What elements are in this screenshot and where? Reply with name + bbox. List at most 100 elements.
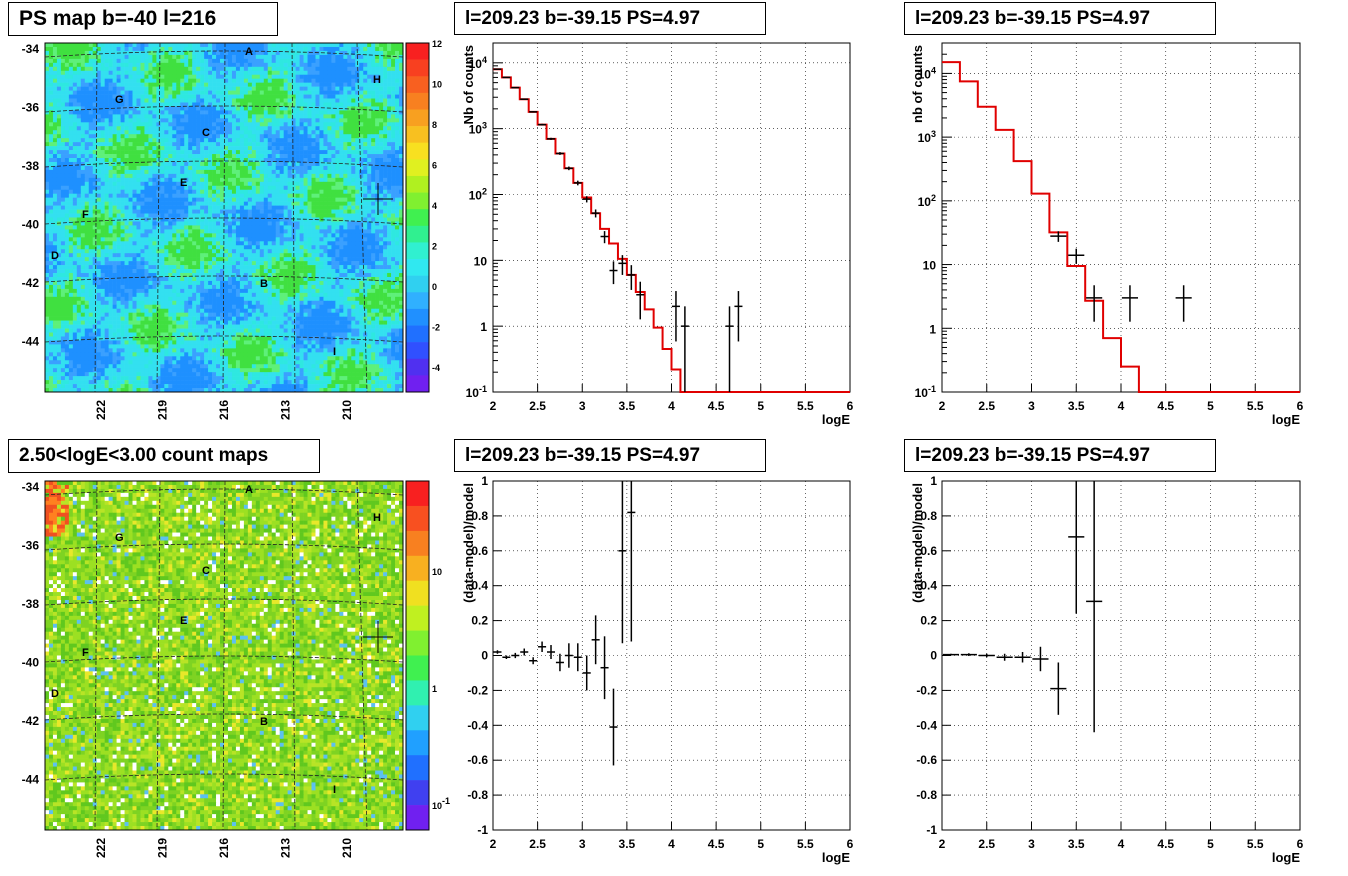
residual-x-tick-label: 3 (579, 837, 586, 851)
map-x-tick-label: 213 (279, 838, 293, 858)
data-point (627, 265, 636, 290)
residual-ticks (941, 480, 1301, 831)
colorbar-label: 4 (432, 201, 437, 211)
colorbar-label: 10-1 (432, 796, 450, 811)
map-y-tick-label: -42 (22, 276, 40, 290)
residual-x-tick-label: 3 (1028, 837, 1035, 851)
spectrum-x-tick-label: 2 (939, 399, 946, 413)
map-bottom-title: 2.50<logE<3.00 count maps (8, 439, 320, 473)
data-point (1068, 248, 1085, 264)
residual-x-tick-label: 3.5 (1068, 837, 1085, 851)
residual-point (609, 688, 618, 766)
spectrum-y-tick-label: 10 (923, 259, 937, 273)
source-label: I (333, 784, 336, 796)
residual-point (978, 653, 995, 658)
spectrum-ticks (492, 62, 851, 393)
spectrum-y-axis-title: Nb of counts (461, 45, 476, 124)
residual-y-tick-label: -0.2 (467, 683, 488, 697)
source-label: A (245, 484, 253, 496)
residual-y-tick-label: 0.2 (471, 614, 488, 628)
residual-point (1014, 652, 1031, 663)
residual-grid (941, 480, 1301, 831)
residual-y-tick-label: 1 (930, 474, 937, 488)
colorbar-label: 6 (432, 161, 437, 171)
spectrum-y-tick-label: 102 (918, 193, 936, 209)
residual-point (529, 657, 538, 665)
spectrum-panel-0: 2 2.5 3 3.5 4 4.5 5 5.5 610-1110102103104logENb … (461, 42, 854, 427)
residual-y-tick-label: -0.4 (467, 718, 488, 732)
data-point (502, 76, 511, 79)
data-point (725, 306, 734, 392)
data-point (520, 98, 529, 100)
residual-x-tick-label: 5.5 (797, 837, 814, 851)
residual-point (591, 615, 600, 665)
source-label: G (115, 532, 124, 544)
map-x-tick-label: 219 (156, 838, 170, 858)
map-y-tick-label: -38 (22, 159, 40, 173)
residual-y-tick-label: 0.8 (920, 509, 937, 523)
spectrum-x-tick-label: 4 (1118, 399, 1125, 413)
data-point (538, 123, 547, 126)
data-point (1121, 285, 1139, 322)
data-point (555, 152, 564, 155)
spectrum-panel-1: 2 2.5 3 3.5 4 4.5 5 5.5 610-1110102103104logEnb … (910, 42, 1304, 427)
map-top-title: PS map b=-40 l=216 (8, 2, 278, 36)
residual-point (511, 652, 520, 659)
colorbar-label: 1 (432, 684, 437, 694)
model-histogram (493, 68, 850, 393)
residual-y-tick-label: 0.6 (471, 544, 488, 558)
residual-x-tick-label: 5.5 (1247, 837, 1264, 851)
spectrum-y-tick-label: 10 (474, 254, 488, 268)
residual-x-tick-label: 2 (939, 837, 946, 851)
spectrum-x-tick-label: 2.5 (978, 399, 995, 413)
map-y-tick-label: -34 (22, 480, 40, 494)
residual-point (618, 481, 627, 644)
residual-point (1068, 481, 1085, 614)
residual-grid (492, 480, 851, 831)
data-point (564, 166, 573, 171)
model-histogram (942, 61, 1300, 393)
residual-x-tick-label: 3.5 (619, 837, 636, 851)
source-label: I (333, 346, 336, 358)
data-point (680, 306, 689, 392)
heatmap-grid (44, 480, 404, 831)
heatmap-frame (44, 42, 404, 393)
map-y-tick-label: -38 (22, 597, 40, 611)
map-y-tick-label: -40 (22, 656, 40, 670)
data-point (546, 137, 556, 140)
data-point (1086, 285, 1103, 322)
spectrum-x-tick-label: 2 (490, 399, 497, 413)
residual-x-tick-label: 2.5 (978, 837, 995, 851)
spectrum-x-tick-label: 3 (1028, 399, 1035, 413)
residual-right-title: l=209.23 b=-39.15 PS=4.97 (904, 439, 1216, 472)
residual-y-tick-label: -0.6 (916, 753, 937, 767)
spectrum-x-tick-label: 5 (757, 399, 764, 413)
spectrum-x-tick-label: 3.5 (619, 399, 636, 413)
residual-x-tick-label: 2 (490, 837, 497, 851)
map-y-tick-label: -44 (22, 335, 40, 349)
spectrum-x-tick-label: 6 (847, 399, 854, 413)
data-point (609, 261, 618, 285)
colorbar: 10 1 10-1 (405, 480, 450, 831)
source-label: D (51, 688, 59, 700)
spectrum-y-tick-label: 1 (480, 320, 487, 334)
residual-point (627, 481, 636, 642)
residual-x-tick-label: 5 (757, 837, 764, 851)
spectrum-y-tick-label: 10-1 (466, 384, 487, 400)
map-y-tick-label: -40 (22, 218, 40, 232)
map-y-tick-label: -36 (22, 539, 40, 553)
source-label: F (82, 209, 89, 221)
spectrum-grid (492, 43, 851, 393)
residual-point (1050, 662, 1067, 715)
spectrum-y-tick-label: 103 (918, 129, 936, 145)
data-point (671, 291, 680, 342)
heatmap-cells (45, 43, 404, 393)
spectrum-x-tick-label: 5 (1207, 399, 1214, 413)
residual-left-title: l=209.23 b=-39.15 PS=4.97 (454, 439, 766, 472)
heatmap-panel-1: -34 -36 -38 -40 -42 -44 222 219 216 213 210 A H G C E F D… (22, 480, 450, 858)
map-y-tick-label: -42 (22, 714, 40, 728)
data-point (591, 209, 600, 218)
spectrum-left-title: l=209.23 b=-39.15 PS=4.97 (454, 2, 766, 35)
